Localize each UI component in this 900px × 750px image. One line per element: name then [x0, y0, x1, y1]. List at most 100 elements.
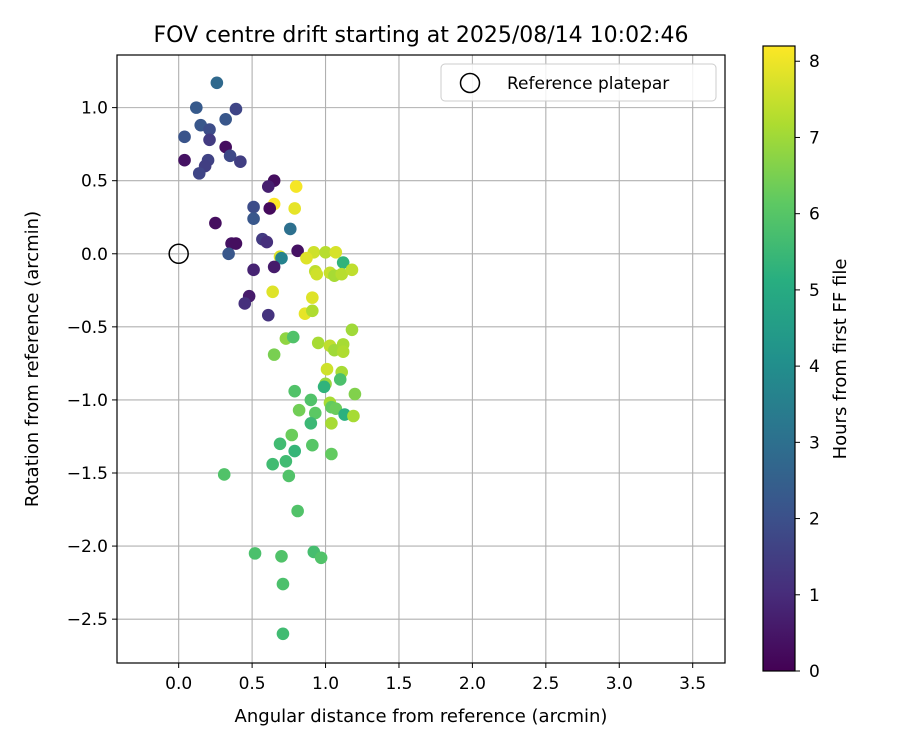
- data-point: [292, 403, 306, 417]
- data-point: [279, 455, 293, 468]
- data-point: [229, 102, 243, 116]
- y-tick-label: −1.5: [67, 464, 108, 484]
- y-tick-label: −0.5: [67, 318, 108, 338]
- data-point: [306, 291, 319, 304]
- y-tick-label: 0.0: [81, 245, 108, 265]
- colorbar-tick-label: 0: [809, 662, 820, 682]
- colorbar-tick-label: 1: [809, 586, 820, 606]
- data-point: [247, 212, 260, 225]
- data-point: [308, 406, 322, 420]
- legend-reference-icon: [459, 72, 481, 94]
- data-point: [283, 222, 297, 236]
- data-point: [333, 373, 347, 386]
- x-axis-ticks: 0.0 0.5 1.0 1.5 2.0 2.5 3.0 3.5: [165, 663, 706, 694]
- data-point: [223, 149, 237, 163]
- y-tick-label: −2.0: [67, 537, 108, 557]
- data-point: [267, 260, 281, 274]
- data-point: [285, 428, 299, 442]
- colorbar-tick-label: 6: [809, 205, 820, 225]
- data-point: [336, 256, 350, 269]
- data-point: [229, 237, 243, 250]
- y-axis-label: Rotation from reference (arcmin): [22, 211, 43, 507]
- data-point: [276, 627, 290, 641]
- data-point: [304, 393, 318, 407]
- data-point: [291, 504, 304, 518]
- data-point: [273, 437, 287, 451]
- x-tick-label: 1.0: [312, 674, 339, 694]
- data-point: [266, 457, 279, 471]
- data-point: [234, 155, 247, 168]
- data-point: [209, 216, 222, 230]
- reference-platepar-marker: [168, 243, 189, 265]
- legend-box: [440, 63, 717, 102]
- data-point: [203, 133, 216, 147]
- data-point: [217, 468, 231, 481]
- data-point: [267, 348, 281, 361]
- plot-area: 0.0 0.5 1.0 1.5 2.0 2.5 3.0 3.5 1.0 0.5 0.0 −0.5 −1…: [67, 54, 726, 694]
- data-point: [190, 101, 203, 114]
- data-point: [275, 550, 288, 563]
- colorbar-ticks: 0 1 2 3 4 5 6 7 8: [795, 52, 820, 682]
- data-point: [347, 409, 360, 423]
- data-point: [306, 304, 319, 318]
- y-tick-label: −1.0: [67, 391, 108, 411]
- legend: Reference platepar: [440, 63, 717, 102]
- data-point: [260, 235, 274, 249]
- data-point: [192, 167, 206, 180]
- data-point: [325, 417, 338, 430]
- x-axis-label: Angular distance from reference (arcmin): [235, 706, 608, 727]
- data-point: [261, 180, 275, 193]
- data-points: [178, 76, 362, 641]
- data-point: [329, 246, 343, 259]
- data-point: [345, 323, 359, 337]
- data-point: [291, 244, 304, 258]
- x-tick-label: 0.0: [165, 674, 192, 694]
- data-point: [247, 200, 260, 214]
- colorbar-tick-label: 3: [809, 433, 820, 453]
- data-point: [282, 469, 296, 483]
- data-point: [319, 246, 332, 259]
- data-point: [261, 308, 275, 322]
- data-point: [178, 153, 191, 167]
- data-point: [266, 285, 279, 299]
- x-tick-label: 0.5: [239, 674, 266, 694]
- data-point: [178, 130, 191, 144]
- x-tick-label: 1.5: [385, 674, 412, 694]
- data-point: [276, 577, 290, 591]
- x-tick-label: 3.5: [679, 674, 706, 694]
- x-tick-label: 2.0: [459, 674, 486, 694]
- colorbar-tick-label: 4: [809, 357, 820, 377]
- data-point: [247, 263, 260, 277]
- y-tick-label: 1.0: [81, 99, 108, 119]
- data-point: [263, 202, 277, 215]
- data-point: [320, 362, 334, 376]
- colorbar-tick-label: 7: [809, 128, 820, 148]
- data-point: [288, 202, 302, 215]
- colorbar-tick-label: 2: [809, 510, 820, 530]
- colorbar-gradient: [762, 45, 796, 672]
- data-point: [345, 263, 359, 277]
- y-tick-label: −2.5: [67, 610, 108, 630]
- data-point: [300, 251, 313, 265]
- data-point: [311, 336, 325, 350]
- data-point: [275, 251, 288, 265]
- colorbar-label: Hours from first FF file: [830, 259, 851, 460]
- data-point: [210, 76, 224, 90]
- x-tick-label: 2.5: [532, 674, 559, 694]
- plot-frame: [116, 54, 726, 664]
- data-point: [306, 438, 319, 452]
- data-point: [317, 380, 331, 394]
- colorbar-tick-label: 8: [809, 52, 820, 72]
- y-tick-label: 0.5: [81, 172, 108, 192]
- data-point: [222, 247, 235, 261]
- data-point: [348, 387, 362, 401]
- data-point: [314, 551, 328, 565]
- data-point: [310, 267, 324, 281]
- data-point: [288, 444, 302, 458]
- data-point: [289, 180, 303, 193]
- data-point: [336, 345, 350, 358]
- x-tick-label: 3.0: [606, 674, 633, 694]
- grid: [117, 55, 725, 663]
- data-point: [286, 330, 300, 344]
